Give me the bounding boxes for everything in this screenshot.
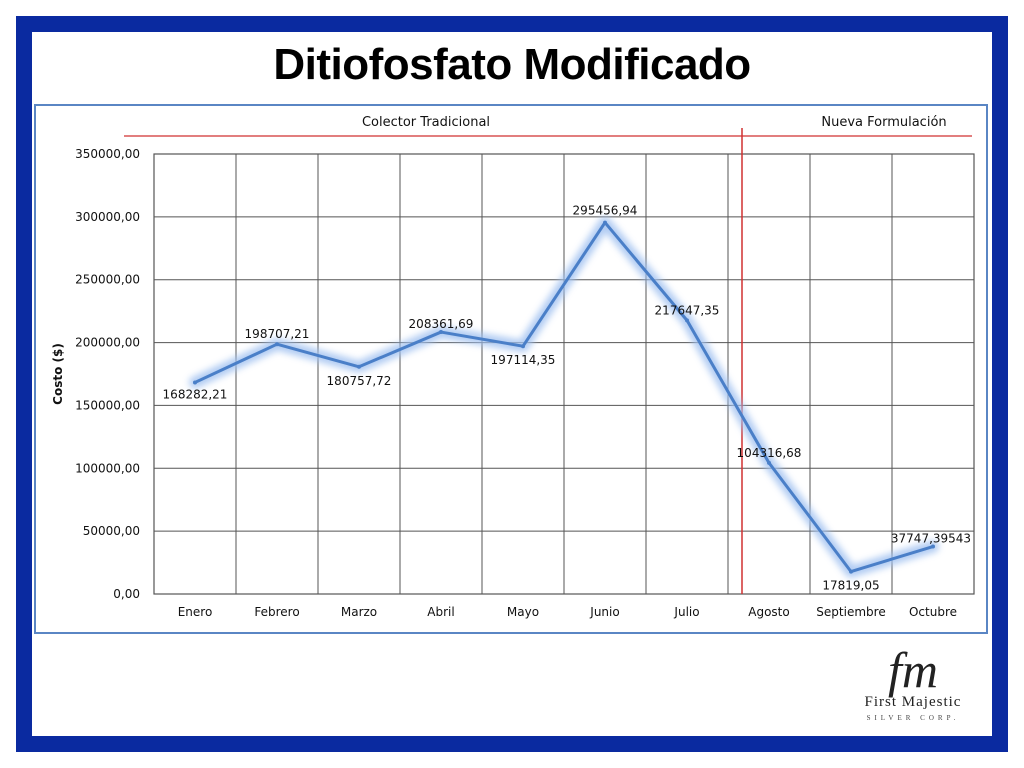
x-tick-label: Mayo	[507, 605, 539, 619]
y-tick-label: 300000,00	[75, 210, 140, 224]
x-tick-label: Agosto	[748, 605, 789, 619]
data-point	[357, 364, 361, 369]
data-label: 180757,72	[327, 374, 392, 388]
x-tick-label: Marzo	[341, 605, 377, 619]
data-point	[767, 460, 771, 465]
series-line	[193, 221, 935, 574]
data-label: 17819,05	[822, 579, 879, 593]
y-tick-label: 100000,00	[75, 461, 140, 475]
company-logo: fm First Majestic SILVER CORP.	[846, 644, 980, 730]
x-tick-label: Abril	[427, 605, 454, 619]
y-tick-label: 200000,00	[75, 336, 140, 350]
x-tick-label: Julio	[673, 605, 699, 619]
slide-title: Ditiofosfato Modificado	[273, 40, 751, 89]
logo-monogram: fm	[888, 642, 938, 698]
x-tick-label: Febrero	[254, 605, 299, 619]
logo-name: First Majestic	[864, 694, 962, 710]
data-label: 37747,39543	[891, 532, 971, 546]
x-tick-label: Junio	[589, 605, 619, 619]
y-axis-label: Costo ($)	[51, 343, 65, 405]
data-label: 168282,21	[163, 387, 228, 401]
y-tick-label: 350000,00	[75, 147, 140, 161]
data-point	[849, 569, 853, 574]
y-tick-label: 50000,00	[83, 524, 140, 538]
x-tick-label: Octubre	[909, 605, 957, 619]
data-label: 198707,21	[245, 327, 310, 341]
y-tick-label: 250000,00	[75, 273, 140, 287]
data-point	[685, 318, 689, 323]
data-point	[275, 342, 279, 347]
data-point	[439, 330, 443, 335]
y-tick-label: 150000,00	[75, 398, 140, 412]
data-label: 104316,68	[737, 446, 802, 460]
data-point	[521, 344, 525, 349]
data-label: 295456,94	[573, 204, 638, 218]
data-label: 197114,35	[491, 353, 556, 367]
data-point	[931, 544, 935, 549]
line-chart: Colector Tradicional Nueva Formulación 16…	[51, 115, 975, 619]
x-tick-label: Enero	[178, 605, 213, 619]
x-tick-label: Septiembre	[816, 605, 885, 619]
section-label-left: Colector Tradicional	[362, 115, 490, 130]
chart-container: Colector Tradicional Nueva Formulación 16…	[34, 104, 988, 634]
section-label-right: Nueva Formulación	[821, 115, 946, 130]
data-label: 208361,69	[409, 317, 474, 331]
data-point	[603, 220, 607, 225]
logo-subtitle: SILVER CORP.	[866, 714, 960, 722]
data-label: 217647,35	[655, 303, 720, 317]
data-point	[193, 380, 197, 385]
y-tick-label: 0,00	[113, 587, 140, 601]
